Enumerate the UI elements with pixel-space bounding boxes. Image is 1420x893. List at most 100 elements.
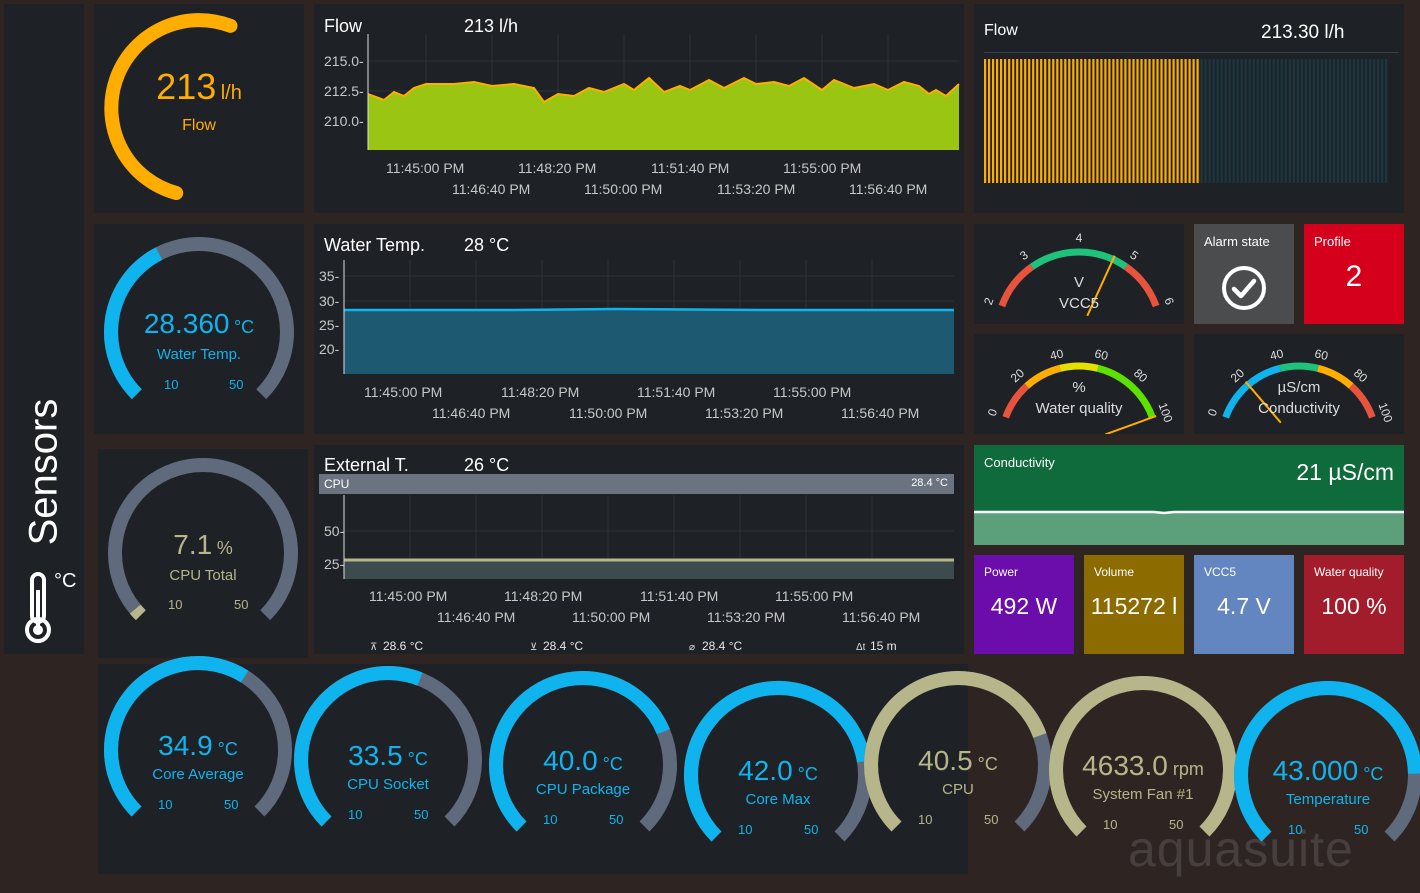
- sidebar-title: Sensors: [21, 398, 66, 546]
- flow-bar: [1012, 59, 1015, 183]
- water-chart-panel: Water Temp. 28 °C 35- 30- 25- 20- 11:45:…: [314, 224, 964, 434]
- vcc5-tile: VCC5 4.7 V: [1194, 555, 1294, 654]
- water-xtick-bottom-3: 11:56:40 PM: [841, 405, 919, 421]
- ext-chart-value: 26 °C: [464, 455, 510, 475]
- flow-xtick-top-2: 11:51:40 PM: [651, 160, 729, 176]
- volume-tile-title: Volume: [1094, 565, 1135, 579]
- flow-chart: 215.0- 212.5- 210.0- 11:45:00 PM 11:48:2…: [324, 34, 960, 197]
- flow-bar: [1176, 59, 1179, 183]
- flow-ytick-0: 215.0-: [324, 53, 364, 69]
- gauge-track: [1049, 676, 1237, 837]
- gauge-arc: [1234, 681, 1420, 842]
- dial-band: [1059, 362, 1099, 372]
- gauge-max: 50: [984, 812, 999, 827]
- water-gauge-max: 50: [229, 377, 244, 392]
- vcc5-tile-title: VCC5: [1204, 565, 1237, 579]
- bottom-gauges-panel: [98, 664, 968, 874]
- dial-tick: 100: [1155, 401, 1175, 425]
- flow-bar: [1088, 59, 1091, 183]
- dial-band: [1096, 364, 1156, 419]
- dial-tick: 0: [985, 407, 1001, 418]
- flow-bar: [1100, 59, 1103, 183]
- dial-tick: 2: [981, 295, 997, 306]
- flow-bar: [1008, 59, 1011, 183]
- flow-ytick-1: 212.5-: [324, 83, 364, 99]
- flow-chart-value: 213 l/h: [464, 16, 519, 36]
- flow-bar: [1373, 59, 1376, 183]
- flow-bar: [1020, 59, 1023, 183]
- flow-bar: [1076, 59, 1079, 183]
- alarm-tile[interactable]: Alarm state: [1194, 224, 1294, 324]
- flow-bar: [1248, 59, 1251, 183]
- water-xtick-top-1: 11:48:20 PM: [501, 384, 579, 400]
- flow-bar: [1044, 59, 1047, 183]
- gauge-min: 10: [1103, 817, 1118, 832]
- ext-xtick-top-3: 11:55:00 PM: [775, 588, 853, 604]
- flow-bar: [1348, 59, 1352, 183]
- flow-bar: [1352, 59, 1356, 183]
- flow-bar: [1108, 59, 1111, 183]
- gauge-unit: °C: [977, 754, 998, 774]
- flow-bar: [1220, 59, 1223, 183]
- dial-band: [1024, 364, 1062, 389]
- flow-gauge: [104, 13, 238, 200]
- flow-bar: [1360, 59, 1364, 183]
- cpu-gauge-value: 7.1: [173, 529, 213, 560]
- flow-bar: [1004, 59, 1007, 183]
- dial-band: [1279, 362, 1319, 372]
- flow-bar: [1364, 59, 1368, 183]
- flow-bar: [1060, 59, 1063, 183]
- flow-bar: [1316, 59, 1319, 183]
- sidebar: Sensors °C: [4, 4, 84, 654]
- cond-dial-label: Conductivity: [1258, 400, 1340, 417]
- profile-tile[interactable]: Profile 2: [1304, 224, 1404, 324]
- dial-tick: 40: [1049, 346, 1066, 363]
- vcc-dial-panel: 2 3 4 5 6 V VCC5: [974, 224, 1184, 324]
- vcc5-tile-value: 4.7 V: [1217, 593, 1271, 619]
- cond-dial-unit: µS/cm: [1277, 379, 1321, 396]
- water-ytick-0: 35-: [319, 268, 340, 284]
- water-quality-tile-value: 100 %: [1321, 593, 1387, 619]
- flow-bar: [1032, 59, 1035, 183]
- cond-sparkline: [974, 510, 1404, 545]
- flow-bar: [1236, 59, 1239, 183]
- cpu-gauge-arc: [129, 604, 146, 621]
- cond-tile-title: Conductivity: [984, 455, 1055, 470]
- vcc-dial-unit: V: [1073, 274, 1084, 291]
- dial-band: [1316, 364, 1354, 389]
- flow-bars-value: 213.30 l/h: [1261, 22, 1345, 43]
- flow-bar: [1312, 59, 1315, 183]
- flow-bar: [1276, 59, 1279, 183]
- ext-chart-title: External T.: [324, 455, 409, 475]
- water-xtick-bottom-1: 11:50:00 PM: [569, 405, 647, 421]
- flow-bar: [1184, 59, 1187, 183]
- flow-bar: [1320, 59, 1323, 183]
- profile-value: 2: [1345, 260, 1363, 293]
- ext-xtick-bottom-2: 11:53:20 PM: [707, 609, 785, 625]
- water-chart-title: Water Temp.: [324, 235, 426, 255]
- flow-bar: [1084, 59, 1087, 183]
- flow-bar: [1244, 59, 1247, 183]
- flow-bar: [1200, 59, 1203, 183]
- ext-stat-0: 28.6 °C: [383, 639, 423, 653]
- vcc-dial: 2 3 4 5 6: [981, 231, 1177, 317]
- profile-title: Profile: [1314, 234, 1351, 249]
- ext-xtick-bottom-3: 11:56:40 PM: [842, 609, 920, 625]
- ext-stat-2: 28.4 °C: [702, 639, 742, 653]
- flow-bar: [1292, 59, 1295, 183]
- water-ytick-2: 25-: [319, 317, 340, 333]
- flow-xtick-top-1: 11:48:20 PM: [518, 160, 596, 176]
- flow-bar: [1136, 59, 1139, 183]
- flow-bar: [1240, 59, 1243, 183]
- flow-bar: [1160, 59, 1163, 183]
- dial-tick: 40: [1269, 346, 1286, 363]
- ext-series-value: 28.4 °C: [911, 477, 948, 489]
- flow-bar: [1377, 59, 1380, 183]
- flow-bar: [988, 59, 991, 183]
- flow-bar: [1385, 59, 1388, 183]
- flow-bar: [1381, 59, 1384, 183]
- flow-bar: [1024, 59, 1027, 183]
- flow-bar: [1224, 59, 1227, 183]
- water-xtick-top-0: 11:45:00 PM: [364, 384, 442, 400]
